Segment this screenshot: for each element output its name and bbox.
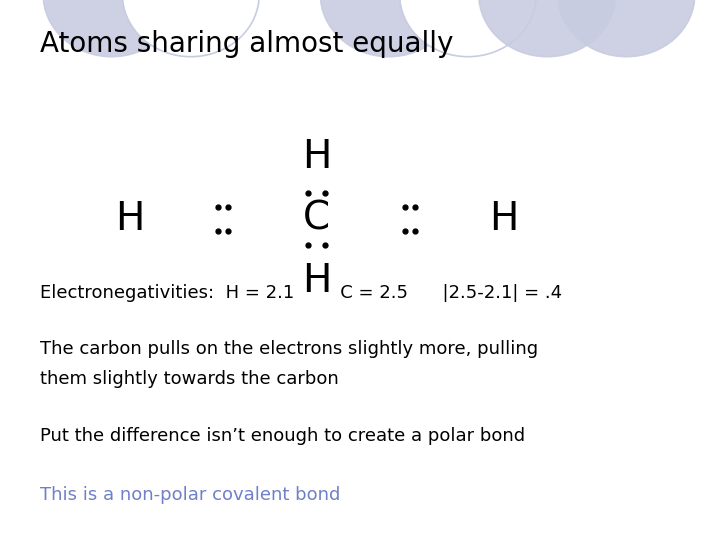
Ellipse shape <box>320 0 457 57</box>
Text: H: H <box>115 200 144 238</box>
Ellipse shape <box>122 0 259 57</box>
Ellipse shape <box>43 0 180 57</box>
Ellipse shape <box>479 0 616 57</box>
Text: This is a non-polar covalent bond: This is a non-polar covalent bond <box>40 486 340 504</box>
Text: H: H <box>302 262 331 300</box>
Text: H: H <box>490 200 518 238</box>
Text: C: C <box>303 200 330 238</box>
Ellipse shape <box>400 0 536 57</box>
Text: The carbon pulls on the electrons slightly more, pulling: The carbon pulls on the electrons slight… <box>40 340 538 358</box>
Text: Electronegativities:  H = 2.1        C = 2.5      |2.5-2.1| = .4: Electronegativities: H = 2.1 C = 2.5 |2.… <box>40 284 562 301</box>
Text: H: H <box>302 138 331 176</box>
Text: them slightly towards the carbon: them slightly towards the carbon <box>40 370 338 388</box>
Text: Atoms sharing almost equally: Atoms sharing almost equally <box>40 30 453 58</box>
Text: Put the difference isn’t enough to create a polar bond: Put the difference isn’t enough to creat… <box>40 427 525 444</box>
Ellipse shape <box>558 0 695 57</box>
